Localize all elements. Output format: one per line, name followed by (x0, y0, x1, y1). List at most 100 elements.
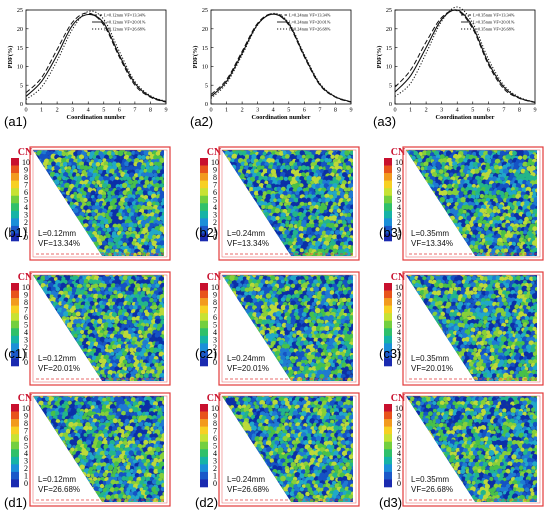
particle (306, 337, 311, 342)
particle (47, 322, 53, 328)
particle (227, 172, 233, 178)
particle (234, 340, 240, 347)
particle (111, 151, 116, 156)
color-bar-tick: 0 (24, 233, 28, 242)
particle (54, 198, 60, 204)
particle (350, 186, 353, 192)
particle (76, 323, 81, 328)
particle (42, 212, 48, 218)
particle (274, 207, 281, 214)
particle (303, 307, 309, 314)
particle (431, 171, 438, 178)
particle (290, 169, 296, 175)
particle (48, 373, 54, 379)
particle (306, 290, 312, 296)
particle (425, 202, 431, 207)
particle (160, 201, 164, 206)
particle (138, 223, 143, 229)
particle (525, 211, 532, 217)
particle (46, 337, 53, 343)
particle (50, 212, 56, 218)
particle (409, 191, 415, 197)
particle (268, 237, 274, 243)
particle (62, 329, 69, 336)
particle (268, 223, 274, 230)
particle (496, 209, 501, 214)
particle (406, 237, 410, 243)
particle (251, 295, 256, 300)
particle (232, 218, 238, 225)
particle (481, 230, 486, 235)
particle (251, 290, 257, 296)
particle (227, 286, 233, 292)
x-axis-label: Coordination number (252, 114, 311, 121)
particle (223, 180, 230, 187)
particle (149, 252, 154, 256)
particle (66, 204, 73, 211)
particle (56, 208, 62, 214)
particle (92, 197, 97, 203)
particle (55, 348, 61, 354)
x-tick-label: 7 (502, 107, 505, 114)
particle (83, 197, 88, 203)
particle (228, 344, 234, 351)
particle (153, 298, 158, 303)
particle (225, 248, 230, 253)
particle (455, 234, 461, 239)
cn-title: CN (18, 272, 33, 283)
particle (255, 294, 260, 300)
particle (454, 249, 460, 255)
particle (231, 321, 238, 328)
particle (122, 176, 128, 181)
particle (250, 316, 255, 321)
particle (149, 186, 156, 192)
particle (272, 164, 278, 170)
particle (78, 348, 85, 355)
particle (247, 212, 253, 218)
particle (484, 190, 489, 195)
particle (127, 226, 133, 232)
particle (505, 150, 511, 152)
cn-title: CN (391, 147, 406, 158)
particle (304, 150, 309, 155)
particle (142, 365, 148, 371)
particle (139, 374, 144, 379)
particle (257, 190, 263, 195)
particle (151, 293, 157, 299)
particle (499, 216, 505, 221)
color-bar-segment (11, 210, 19, 219)
particle (351, 323, 353, 328)
particle (254, 282, 259, 288)
particle (331, 234, 338, 240)
particle (132, 305, 138, 310)
particle (242, 326, 248, 331)
particle (92, 298, 98, 303)
particle (512, 150, 517, 156)
particle (230, 326, 236, 332)
x-tick-label: 5 (471, 107, 474, 114)
particle (70, 194, 75, 199)
particle (452, 219, 458, 225)
particle (422, 183, 428, 190)
particle (243, 179, 249, 185)
particle (308, 322, 315, 328)
x-tick-label: 5 (287, 107, 290, 114)
particle (68, 380, 73, 381)
particle (109, 305, 114, 310)
particle (268, 255, 274, 256)
particle (436, 213, 442, 218)
y-tick-label: 0 (389, 101, 392, 108)
particle (283, 248, 289, 254)
particle (108, 155, 113, 160)
particle (497, 173, 502, 178)
particle (528, 216, 533, 220)
particle (89, 176, 95, 182)
particle (65, 215, 71, 221)
particle (224, 333, 231, 340)
particle (39, 180, 44, 185)
particle (55, 298, 60, 303)
color-bar-tick: 8 (24, 173, 28, 182)
particle (159, 169, 164, 174)
particle (241, 315, 248, 322)
particle (511, 241, 517, 247)
